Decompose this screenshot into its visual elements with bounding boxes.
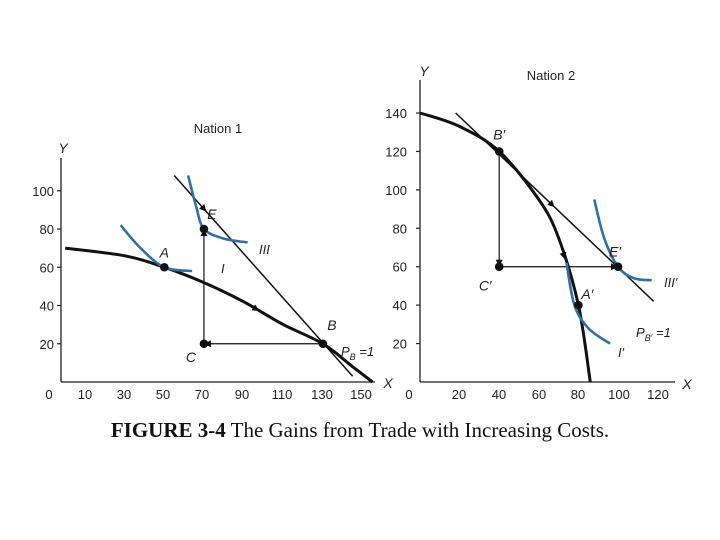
production-frontier-curve	[419, 111, 592, 383]
point-label: A′	[580, 286, 594, 302]
panel-2-y-tick-label: 140	[385, 106, 407, 121]
frontier-direction-arrow	[251, 304, 260, 311]
panel-1-x-ticks: 0 10 30 50 70 90 110 130 150	[45, 387, 371, 402]
indifference-curve-label: I′	[618, 345, 625, 360]
panel-2-y-tick-label: 120	[385, 144, 407, 159]
panel-1-x-tick-label: 30	[117, 387, 131, 402]
panel-2-y-tick-label: 40	[393, 298, 407, 313]
panel-1-title: Nation 1	[194, 121, 242, 136]
caption-text: The Gains from Trade with Increasing Cos…	[225, 418, 610, 442]
point-label: C′	[479, 278, 493, 294]
panel-2-title: Nation 2	[527, 68, 575, 83]
figure-canvas: Nation 1 Y X 0 10 30 50 70 90 110 130 150 20 40 60…	[32, 63, 692, 402]
panel-1-x-tick-label: 10	[78, 387, 92, 402]
point-label: B′	[493, 126, 506, 142]
indifference-curve-label: III′	[664, 275, 678, 290]
panel-1-y-axis-label: Y	[58, 140, 69, 156]
panel-2-x-tick-label: 20	[452, 387, 466, 402]
point-label: A	[159, 244, 169, 260]
panel-2-x-tick-label: 60	[532, 387, 546, 402]
trade-direction-arrow	[199, 204, 207, 212]
panel-2-x-axis-label: X	[681, 376, 692, 392]
panel-2-price-label: PB′ =1	[636, 325, 671, 343]
panel-2-x-tick-label: 100	[608, 387, 630, 402]
panel-1-price-label: PB =1	[341, 344, 374, 362]
indifference-curve	[592, 199, 652, 282]
indifference-curve-label: I	[221, 261, 225, 276]
panel-1-x-axis-label: X	[382, 375, 393, 391]
panel-1-y-tick-label: 100	[32, 184, 54, 199]
panel-1-x-tick-label: 150	[350, 387, 372, 402]
point-marker	[318, 339, 328, 349]
panel-2-x-tick-label: 120	[647, 387, 669, 402]
panel-2-x-ticks: 0 20 40 60 80 100 120	[405, 387, 668, 402]
panel-2-points: A′ B′ C′ E′	[479, 126, 623, 310]
trade-direction-arrow	[547, 199, 555, 208]
panel-1-x-tick-label: 50	[156, 387, 170, 402]
panel-1-x-tick-label: 130	[311, 387, 333, 402]
point-label: C	[186, 349, 197, 365]
point-marker	[199, 224, 209, 234]
panel-1-y-ticks: 20 40 60 80 100	[32, 184, 61, 352]
panel-1-y-tick-label: 80	[40, 222, 54, 237]
panel-1-y-tick-label: 20	[40, 337, 54, 352]
panel-2-curves: I′ III′	[419, 111, 678, 383]
point-label: E′	[609, 244, 622, 260]
indifference-curve-label: III	[259, 242, 270, 257]
point-marker	[574, 300, 583, 310]
panel-1-y-tick-label: 60	[40, 260, 54, 275]
panel-1-x-tick-label: 0	[45, 387, 52, 402]
point-marker	[494, 147, 504, 156]
point-marker	[494, 262, 504, 272]
indifference-curve	[565, 262, 611, 345]
panel-2-x-tick-label: 80	[571, 387, 585, 402]
panel-nation-1: Nation 1 Y X 0 10 30 50 70 90 110 130 150 20 40 60…	[32, 121, 393, 402]
panel-1-y-tick-label: 40	[40, 299, 54, 314]
panel-2-y-ticks: 20 40 60 80 100 120 140	[385, 106, 420, 352]
point-marker	[160, 262, 169, 272]
panel-2-y-axis-label: Y	[419, 63, 430, 79]
panel-2-y-tick-label: 60	[393, 260, 407, 275]
point-label: E	[207, 206, 217, 222]
point-marker	[613, 262, 623, 272]
production-frontier-curve	[64, 246, 374, 384]
panel-nation-2: Nation 2 Y X 0 20 40 60 80 100 120 20 40 60 80 100…	[385, 63, 692, 402]
panel-2-y-tick-label: 80	[393, 221, 407, 236]
panel-2-x-tick-label: 0	[405, 387, 412, 402]
caption-number: FIGURE 3-4	[110, 418, 226, 442]
panel-1-x-tick-label: 90	[235, 387, 249, 402]
point-marker	[199, 339, 209, 349]
panel-1-points: A B C E	[159, 206, 337, 365]
point-label: B	[327, 317, 336, 333]
figure-caption: FIGURE 3-4 The Gains from Trade with Inc…	[0, 418, 720, 443]
panel-2-y-tick-label: 20	[393, 337, 407, 352]
indifference-curve	[186, 175, 248, 244]
indifference-curve	[119, 224, 193, 273]
panel-1-x-tick-label: 70	[195, 387, 209, 402]
panel-2-y-tick-label: 100	[385, 183, 407, 198]
panel-1-x-tick-label: 110	[272, 387, 293, 402]
frontier-direction-arrow	[559, 251, 567, 260]
panel-2-x-tick-label: 40	[492, 387, 506, 402]
